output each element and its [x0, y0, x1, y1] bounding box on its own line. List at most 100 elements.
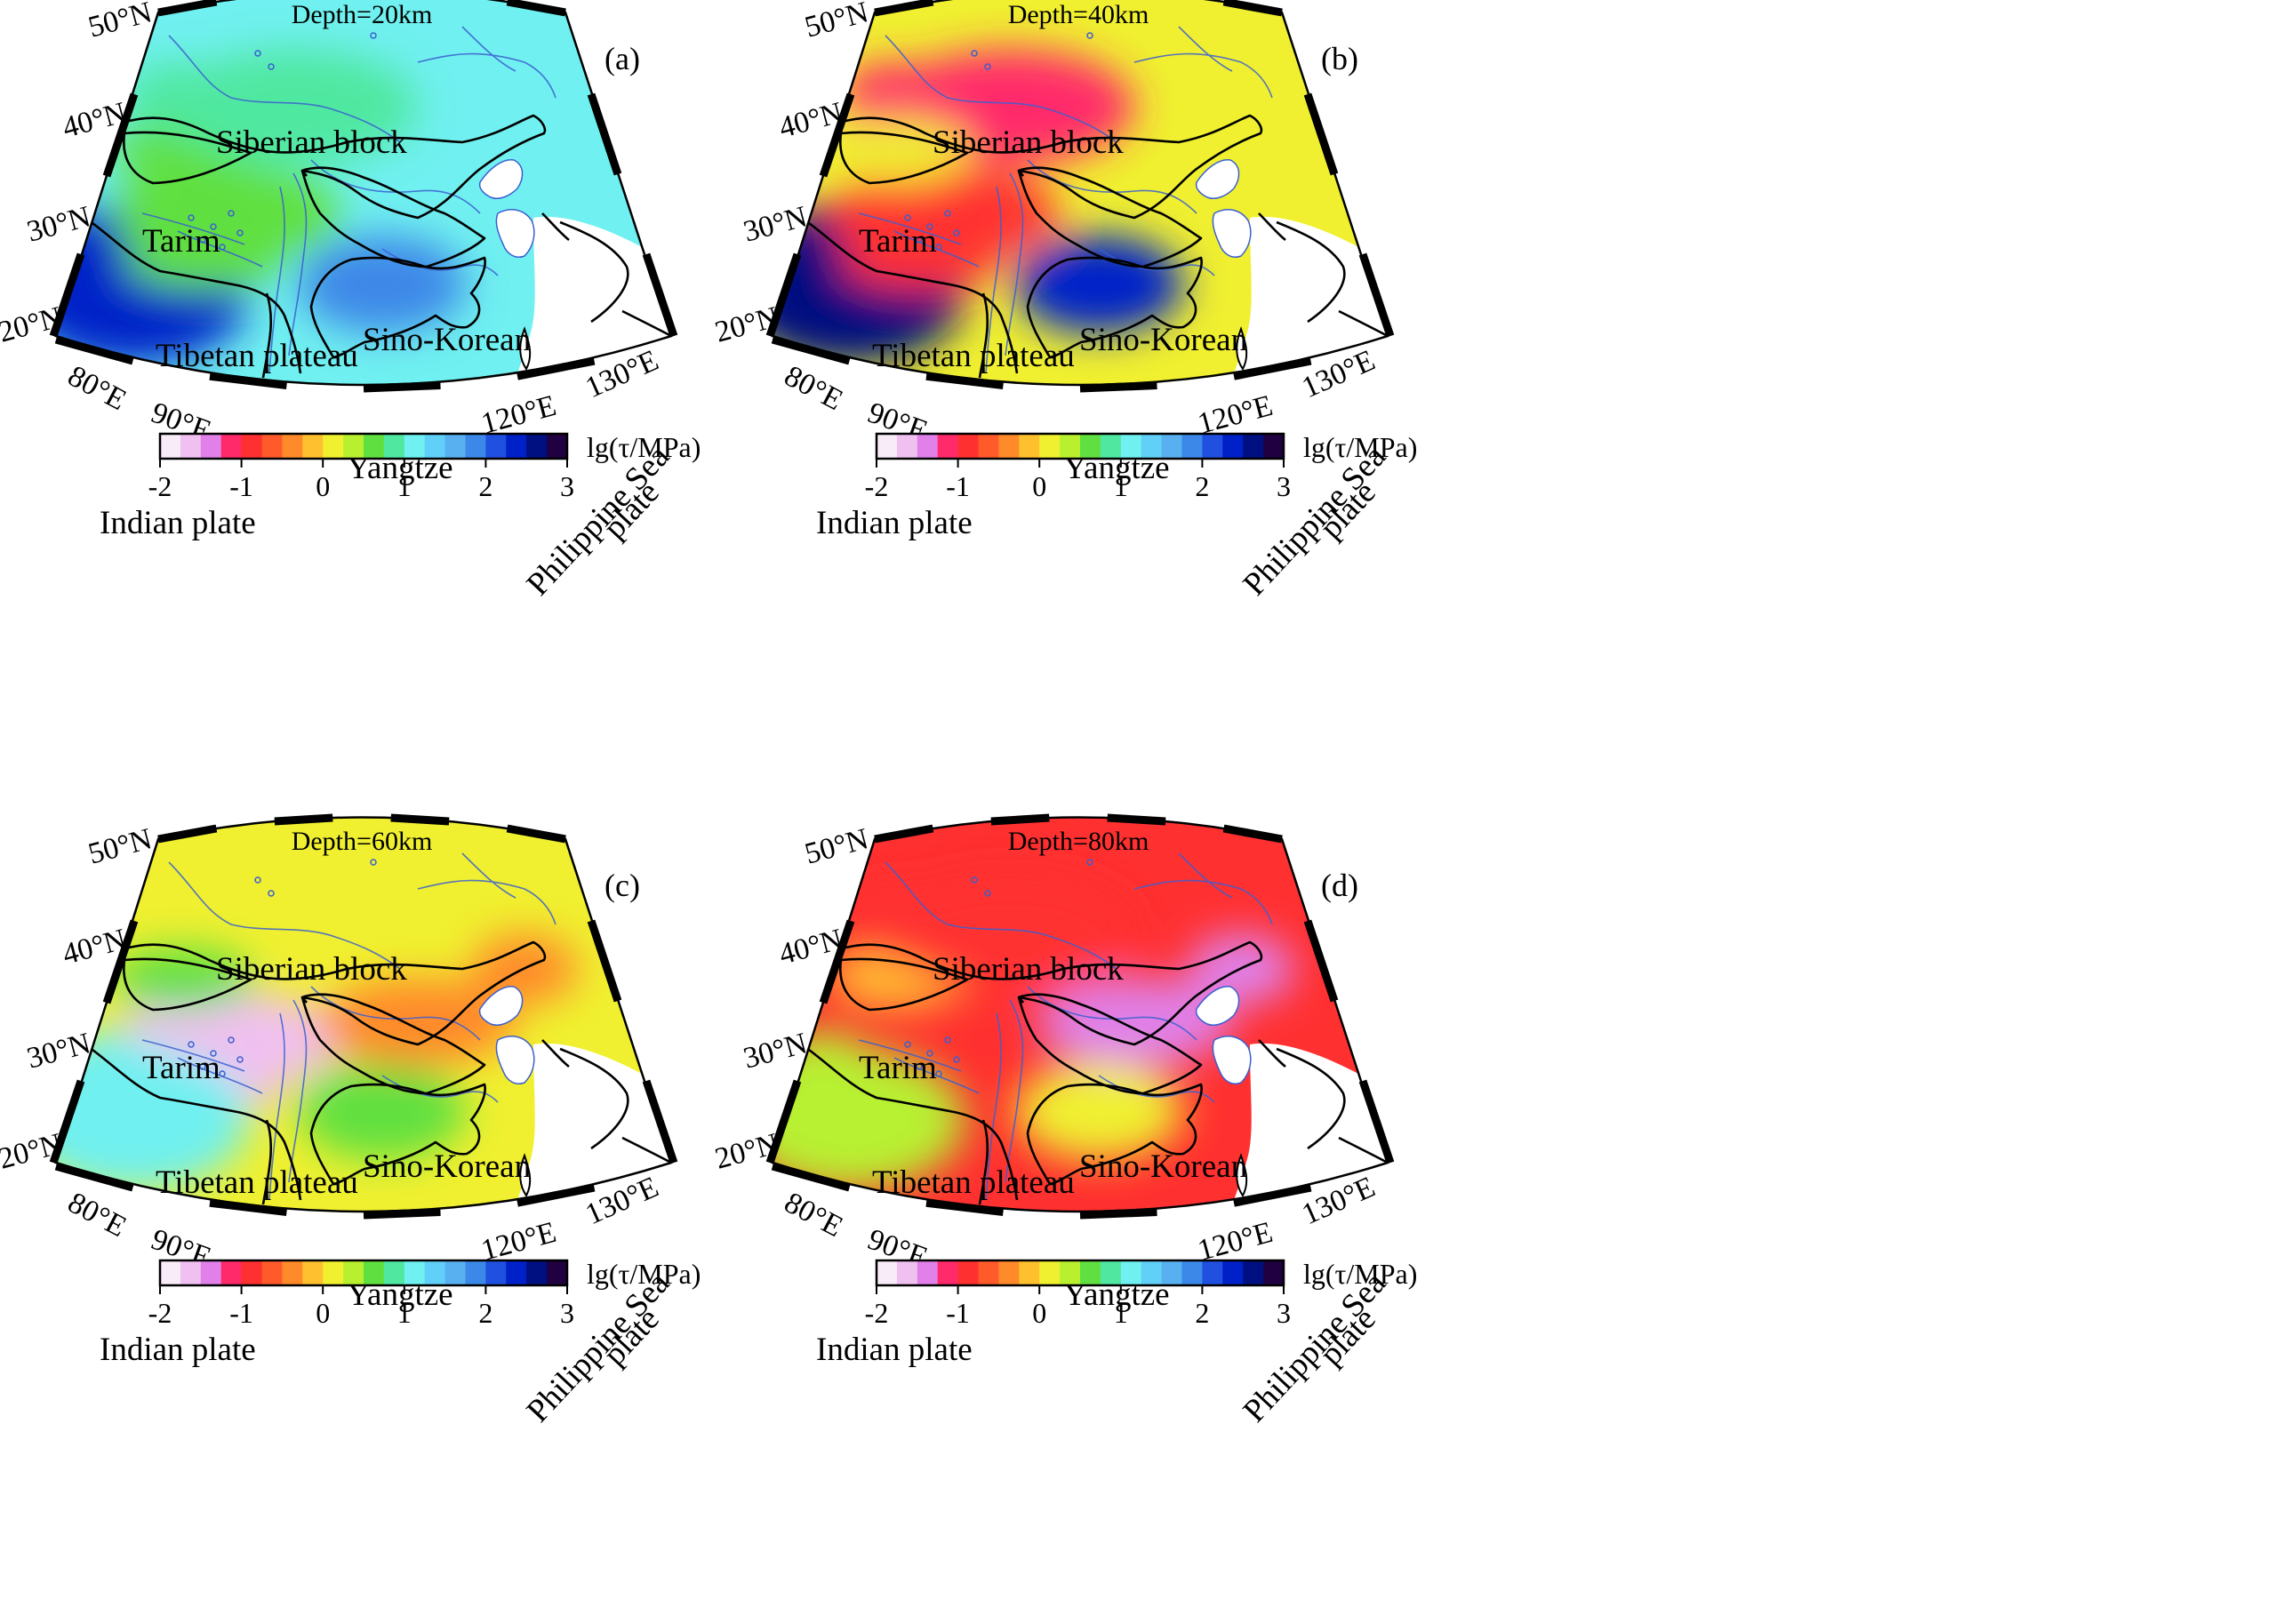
block-boundary: [541, 1039, 671, 1164]
block-boundary: [261, 1119, 272, 1205]
colorbar-swatch: [302, 1260, 324, 1285]
region-label-siberian: Siberian block: [933, 951, 1124, 988]
colorbar: -2 -1 0 1 2 3 lg(τ/MPa): [865, 431, 1418, 502]
stress-anomaly: [885, 876, 1134, 991]
frame-tick: [819, 92, 855, 178]
river-line: [268, 186, 285, 374]
block-boundary: [978, 1119, 989, 1205]
longitude-label: 80°E: [62, 1186, 132, 1244]
colorbar-frame: [875, 1259, 1285, 1287]
colorbar-swatch: [444, 434, 466, 459]
stress-anomaly: [841, 889, 948, 960]
colorbar-swatch: [1141, 434, 1163, 459]
colorbar-swatch: [937, 434, 959, 459]
colorbar-swatch: [1243, 434, 1264, 459]
lake: [219, 1070, 226, 1077]
frame-tick: [209, 372, 288, 390]
river-line: [417, 52, 556, 99]
rivers: [858, 852, 1273, 1201]
colorbar-swatch: [547, 1260, 568, 1285]
region-label-siberian: Siberian block: [216, 124, 407, 161]
colorbar-swatch: [241, 1260, 262, 1285]
colorbar-swatch: [1181, 434, 1203, 459]
colorbar-swatch: [1263, 1260, 1285, 1285]
colorbar-unit: lg(τ/MPa): [587, 1258, 701, 1290]
colorbar-swatch: [261, 1260, 283, 1285]
taiwan-island: [519, 1153, 532, 1197]
frame-tick: [274, 813, 333, 826]
region-label-tibetan: Tibetan plateau: [872, 338, 1075, 374]
block-boundary: [1258, 1039, 1388, 1164]
block-boundary: [838, 940, 1263, 1046]
yellow-sea: [1212, 1036, 1252, 1084]
lake: [944, 210, 951, 217]
river-line: [417, 879, 556, 925]
colorbar: -2 -1 0 1 2 3 lg(τ/MPa): [865, 1258, 1418, 1329]
frame-tick: [363, 1208, 441, 1220]
frame-ticks: [765, 813, 1395, 1220]
river-line: [858, 1039, 962, 1072]
colorbar-tick-label: -2: [865, 1297, 889, 1329]
frame-tick: [54, 1162, 134, 1192]
frame-tick: [642, 1079, 678, 1164]
frame-tick: [1107, 813, 1166, 826]
colorbar-unit: lg(τ/MPa): [587, 431, 701, 463]
region-label-sino-korean: Sino-Korean: [363, 1148, 531, 1185]
longitude-label: 80°E: [62, 359, 132, 417]
river-line: [1133, 52, 1273, 99]
stress-anomaly: [320, 978, 516, 1067]
longitude-label: 80°E: [779, 359, 848, 417]
bohai-sea: [1195, 159, 1240, 199]
frame-tick: [390, 813, 450, 826]
colorbar-tick-label: -1: [229, 1297, 253, 1329]
colorbar-tick-label: 3: [1277, 1297, 1291, 1329]
river-line: [268, 1012, 285, 1201]
lake: [219, 244, 226, 251]
latitude-label: 30°N: [740, 200, 810, 248]
colorbar-swatch: [160, 434, 181, 459]
stress-anomaly: [841, 62, 948, 133]
river-line: [168, 861, 401, 970]
river-line: [985, 186, 1002, 374]
stress-anomaly: [1037, 978, 1232, 1067]
colorbar-unit: lg(τ/MPa): [1303, 1258, 1417, 1290]
lake: [916, 236, 923, 244]
rivers: [141, 852, 556, 1201]
colorbar-tick-label: 2: [478, 1297, 492, 1329]
colorbar-swatch: [282, 434, 303, 459]
lake: [254, 50, 261, 57]
river-line: [1133, 879, 1273, 925]
colorbar-swatch: [323, 1260, 344, 1285]
colorbar-swatch: [220, 1260, 243, 1285]
yellow-sea: [495, 209, 535, 258]
lake: [199, 236, 206, 244]
colorbar-swatch: [180, 434, 202, 459]
colorbar-tick-label: 1: [397, 470, 412, 502]
block-boundary: [122, 940, 547, 1046]
region-label-indian: Indian plate: [100, 505, 256, 541]
panel-d: Depth=80km (d) Siberian block Tarim Tibetan …: [711, 813, 1418, 1429]
lake: [370, 32, 377, 39]
latitude-label: 50°N: [801, 0, 871, 44]
river-line: [141, 1039, 245, 1072]
tectonic-boundaries: [805, 114, 1388, 379]
colorbar-swatch: [526, 1260, 548, 1285]
panel-title: Depth=20km: [292, 0, 433, 29]
frame-tick: [819, 919, 855, 1004]
colorbar-swatch: [1039, 1260, 1061, 1285]
region-label-tarim: Tarim: [142, 223, 220, 260]
region-label-siberian: Siberian block: [933, 124, 1124, 161]
lakes: [130, 859, 377, 1077]
block-boundary: [1017, 993, 1203, 1095]
region-label-sino-korean: Sino-Korean: [1079, 322, 1247, 358]
colorbar-frame: [158, 432, 569, 460]
frame-tick: [102, 919, 139, 1004]
lake: [953, 229, 960, 236]
river-line: [310, 159, 481, 214]
frame-tick: [363, 381, 441, 393]
colorbar-swatch: [937, 1260, 959, 1285]
colorbar-tick-label: 1: [397, 1297, 412, 1329]
block-boundary: [88, 219, 302, 374]
river-line: [461, 26, 516, 72]
panel-title: Depth=80km: [1008, 827, 1149, 856]
